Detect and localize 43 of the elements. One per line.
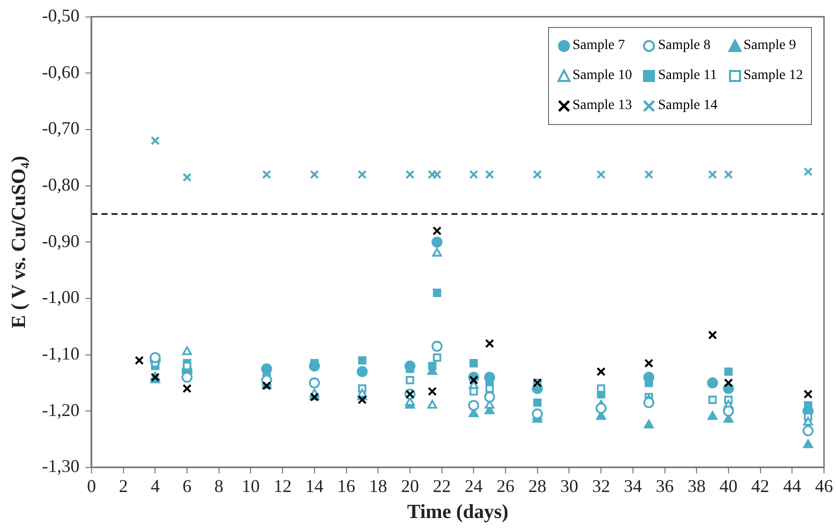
x-tick-label: 24 — [464, 476, 483, 496]
x-tick-label: 18 — [369, 476, 388, 496]
legend-label: Sample 13 — [572, 98, 632, 114]
y-tick-label: -1,30 — [42, 456, 80, 476]
y-tick-label: -1,20 — [42, 400, 80, 420]
x-axis-title: Time (days) — [407, 501, 508, 524]
x-tick-label: 8 — [214, 476, 224, 496]
x-tick-label: 0 — [86, 476, 96, 496]
y-tick-label: -0,70 — [42, 118, 80, 138]
legend-label: Sample 10 — [572, 68, 632, 84]
x-tick-label: 2 — [118, 476, 128, 496]
legend-label: Sample 11 — [658, 68, 717, 84]
x-tick-label: 22 — [432, 476, 451, 496]
x-tick-label: 28 — [528, 476, 546, 496]
x-tick-label: 10 — [242, 476, 260, 496]
x-tick-label: 14 — [305, 476, 324, 496]
x-tick-label: 16 — [337, 476, 356, 496]
x-tick-label: 36 — [656, 476, 674, 496]
x-tick-label: 20 — [400, 476, 419, 496]
y-axis-title: E ( V vs. Cu/CuSO₄) — [8, 156, 30, 328]
y-tick-label: -0,80 — [42, 174, 80, 195]
legend-label: Sample 14 — [658, 98, 718, 114]
x-tick-label: 26 — [496, 476, 515, 496]
x-tick-label: 12 — [274, 476, 292, 496]
x-tick-label: 40 — [719, 476, 738, 496]
y-tick-label: -0,60 — [42, 62, 80, 82]
x-tick-label: 30 — [560, 476, 578, 496]
legend-label: Sample 12 — [744, 68, 803, 84]
y-tick-label: -1,10 — [42, 343, 80, 364]
y-tick-label: -0,90 — [42, 230, 80, 251]
legend-label: Sample 7 — [572, 38, 625, 54]
x-tick-label: 34 — [624, 476, 642, 496]
x-tick-label: 4 — [150, 476, 160, 496]
y-tick-label: -1,00 — [42, 287, 80, 308]
legend-label: Sample 9 — [744, 38, 796, 54]
x-tick-label: 46 — [815, 476, 833, 496]
x-tick-label: 44 — [783, 476, 802, 496]
x-tick-label: 32 — [592, 476, 610, 496]
x-tick-label: 42 — [751, 476, 770, 496]
y-tick-label: -0,50 — [42, 6, 80, 26]
legend-label: Sample 8 — [658, 38, 710, 54]
x-tick-label: 6 — [182, 476, 192, 496]
x-tick-label: 38 — [688, 476, 706, 496]
